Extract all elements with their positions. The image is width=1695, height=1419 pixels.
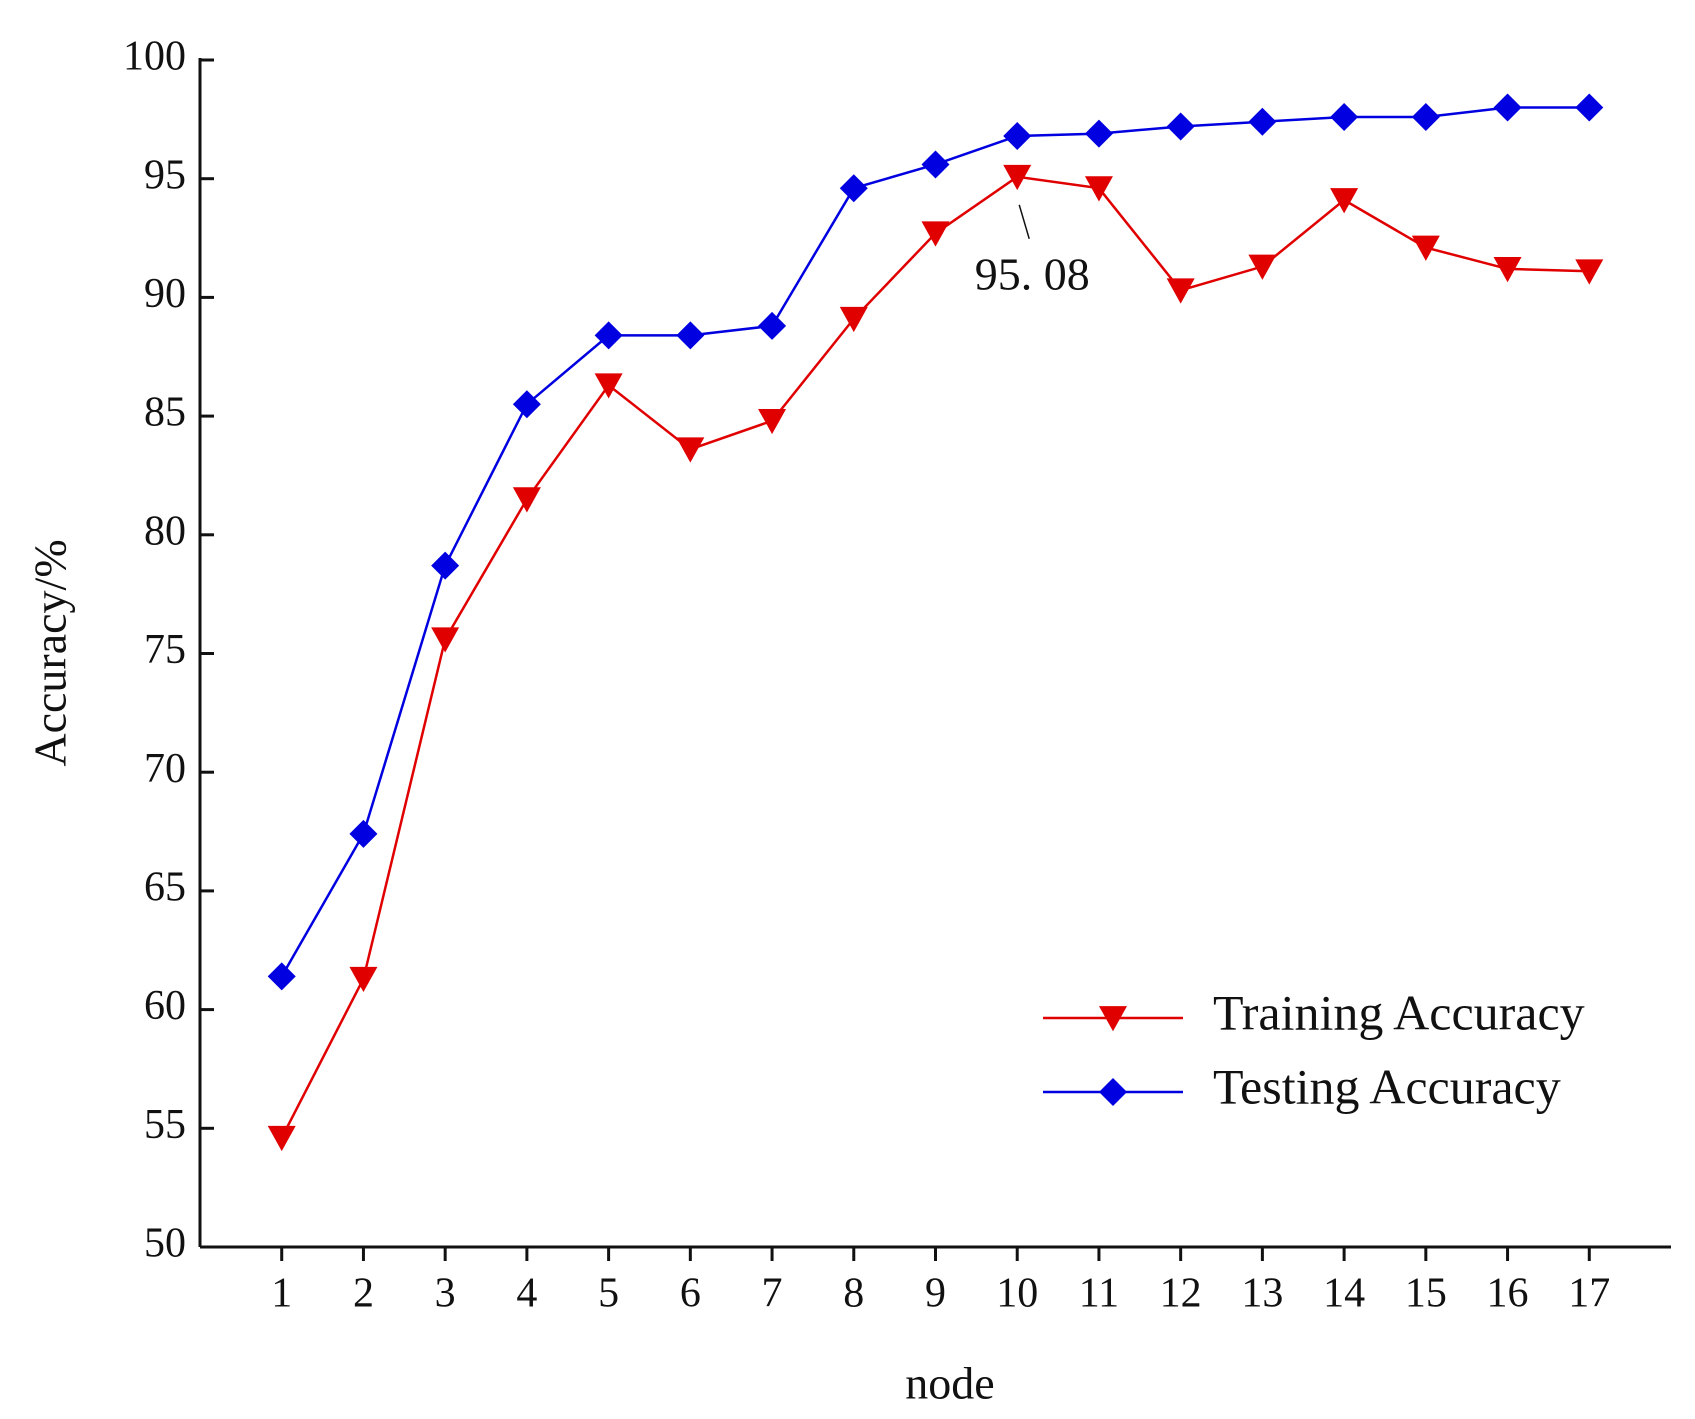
point <box>431 551 460 580</box>
x-tick-label: 15 <box>1405 1271 1447 1317</box>
x-tick-label: 10 <box>996 1271 1038 1317</box>
annotation-leader <box>1018 204 1030 240</box>
point <box>1493 93 1522 122</box>
x-tick-label: 17 <box>1568 1271 1610 1317</box>
y-axis-label: Accuracy/% <box>25 539 76 766</box>
point <box>1575 259 1604 285</box>
point <box>267 1125 296 1152</box>
y-tick-label: 50 <box>144 1221 186 1267</box>
point <box>921 221 950 247</box>
point <box>1330 102 1359 131</box>
point <box>512 390 541 419</box>
y-tick-label: 70 <box>144 746 186 792</box>
point <box>1411 235 1440 261</box>
x-tick-label: 1 <box>271 1271 292 1317</box>
y-tick-label: 55 <box>144 1102 186 1148</box>
x-tick-label: 11 <box>1079 1271 1119 1317</box>
x-tick-label: 12 <box>1160 1271 1202 1317</box>
point <box>1003 164 1032 191</box>
x-tick-label: 13 <box>1241 1271 1283 1317</box>
point <box>1084 176 1113 202</box>
point <box>594 373 623 399</box>
point <box>349 966 378 993</box>
point <box>1248 254 1277 280</box>
x-tick-label: 8 <box>843 1271 864 1317</box>
point <box>349 819 378 848</box>
point <box>676 321 705 350</box>
x-tick-label: 3 <box>435 1271 456 1317</box>
x-axis-label: node <box>905 1358 994 1409</box>
legend-marker <box>1099 1006 1127 1032</box>
y-tick-label: 85 <box>144 390 186 436</box>
point <box>1248 107 1277 136</box>
y-tick-label: 95 <box>144 152 186 198</box>
x-tick-label: 14 <box>1323 1271 1365 1317</box>
x-tick-label: 6 <box>680 1271 701 1317</box>
x-tick-label: 2 <box>353 1271 374 1317</box>
point <box>1166 278 1195 304</box>
annotation: 95. 08 <box>975 248 1090 299</box>
point <box>758 311 787 340</box>
point <box>1330 188 1359 214</box>
point <box>839 306 868 333</box>
point <box>676 437 705 463</box>
x-tick-label: 7 <box>762 1271 783 1317</box>
point <box>1003 121 1032 150</box>
legend-label: Training Accuracy <box>1213 984 1585 1040</box>
x-tick-label: 9 <box>925 1271 946 1317</box>
point <box>1166 112 1195 141</box>
y-tick-label: 65 <box>144 865 186 911</box>
x-tick-label: 5 <box>598 1271 619 1317</box>
point <box>921 150 950 179</box>
legend-marker <box>1099 1078 1127 1106</box>
point <box>758 408 787 435</box>
y-tick-label: 100 <box>123 34 186 80</box>
point <box>1084 119 1113 148</box>
point <box>1575 93 1604 122</box>
y-tick-label: 90 <box>144 271 186 317</box>
point <box>1411 102 1440 131</box>
y-tick-label: 60 <box>144 983 186 1029</box>
point <box>594 321 623 350</box>
y-tick-label: 75 <box>144 627 186 673</box>
point <box>431 627 460 653</box>
point <box>839 174 868 203</box>
y-tick-label: 80 <box>144 508 186 554</box>
point <box>512 487 541 513</box>
x-tick-label: 4 <box>516 1271 537 1317</box>
point <box>1493 257 1522 283</box>
legend-label: Testing Accuracy <box>1213 1058 1561 1114</box>
x-tick-label: 16 <box>1487 1271 1529 1317</box>
point <box>267 962 296 991</box>
